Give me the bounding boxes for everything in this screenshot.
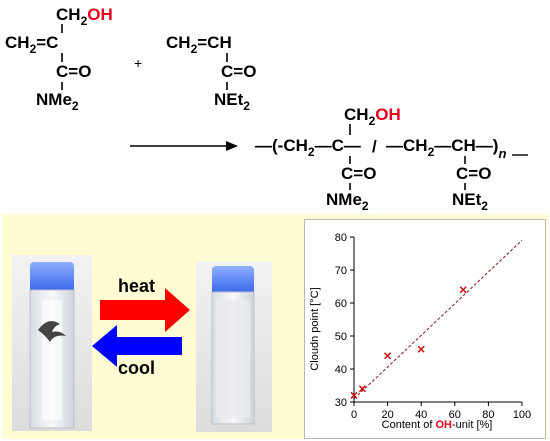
plus-sign: + — [134, 55, 142, 71]
logo-mark — [38, 321, 66, 342]
y-tick-label: 60 — [335, 298, 347, 310]
polymer-unit-b: —CH — [386, 136, 428, 155]
svg-text:CH2=CH: CH2=CH — [166, 33, 232, 56]
heat-label: heat — [118, 276, 155, 296]
cuvette-turbid-photo — [196, 262, 272, 432]
x-tick-label: 80 — [482, 409, 494, 421]
polymer-unit-a: CH — [283, 136, 308, 155]
svg-text:—(-CH2—C—: —(-CH2—C— — [255, 136, 361, 159]
chart-y-axis-label: Cloudn point [°C] — [309, 287, 321, 370]
x-tick-label: 100 — [513, 409, 531, 421]
cool-label: cool — [118, 358, 155, 378]
polymer-carbonyl-a: C=O — [341, 164, 376, 183]
monomer-b-amide: NEt — [214, 90, 244, 109]
copolymer-slash: / — [372, 137, 377, 156]
polymer-carbonyl-b: C=O — [456, 164, 491, 183]
svg-text:NEt2: NEt2 — [214, 90, 250, 113]
y-tick-label: 40 — [335, 364, 347, 376]
polymer-amide-b: NEt — [452, 190, 482, 209]
monomer-b-backbone: CH — [166, 33, 191, 52]
chart-trendline — [353, 239, 523, 400]
monomer-b: CH2=CH C=O NEt2 — [166, 33, 256, 113]
polymer-pendant: CH — [344, 105, 369, 124]
svg-text:—CH2—CH—)n: —CH2—CH—)n — [386, 136, 506, 161]
svg-text:CH2OH: CH2OH — [56, 5, 113, 28]
svg-text:NMe2: NMe2 — [326, 190, 369, 212]
x-tick-label: 40 — [415, 409, 427, 421]
x-tick-label: 20 — [381, 409, 393, 421]
chart-axes — [353, 237, 522, 403]
chart-trendline-group — [353, 239, 523, 400]
x-tick-label: 60 — [449, 409, 461, 421]
reaction-arrow — [130, 141, 238, 151]
polymer-hydroxyl: OH — [375, 105, 401, 124]
data-point — [384, 352, 392, 360]
y-tick-label: 30 — [335, 397, 347, 409]
polymer-amide-a: NMe — [326, 190, 362, 209]
data-point — [358, 385, 366, 393]
monomer-a-amide: NMe — [36, 90, 72, 109]
cuvette-cap — [212, 266, 254, 296]
x-tick-label: 0 — [351, 409, 357, 421]
monomer-a-pendant: CH — [56, 5, 81, 24]
y-tick-label: 50 — [335, 331, 347, 343]
cloud-point-chart: 30 40 50 60 70 80 0 20 40 60 80 100 Cloudn point [°… — [309, 232, 531, 431]
svg-text:CH2OH: CH2OH — [344, 105, 401, 128]
monomer-a-hydroxyl: OH — [87, 5, 113, 24]
cuvette-cap — [30, 262, 74, 294]
chart-marks — [350, 286, 467, 399]
data-point — [350, 391, 358, 399]
heat-arrow: heat — [100, 276, 190, 332]
repeat-n: n — [498, 146, 506, 161]
reaction-scheme: CH2OH CH2=C C=O NMe2 + CH2=CH C=O NEt2 C… — [5, 5, 528, 212]
cuvette-clear-photo — [12, 255, 92, 431]
monomer-a-backbone: CH — [5, 33, 30, 52]
monomer-b-carbonyl: C=O — [221, 62, 256, 81]
y-tick-label: 80 — [335, 232, 347, 244]
chart-ticks: 30 40 50 60 70 80 0 20 40 60 80 100 — [335, 232, 531, 421]
cool-arrow: cool — [92, 325, 182, 378]
monomer-a-carbonyl: C=O — [56, 62, 91, 81]
data-point — [417, 345, 425, 353]
svg-text:CH2=C: CH2=C — [5, 33, 58, 56]
data-point — [459, 286, 467, 294]
monomer-a: CH2OH CH2=C C=O NMe2 — [5, 5, 113, 113]
svg-text:NMe2: NMe2 — [36, 90, 79, 113]
svg-text:NEt2: NEt2 — [452, 190, 488, 212]
chart-x-axis-label: Content of OH-unit [%] — [382, 419, 493, 431]
y-tick-label: 70 — [335, 265, 347, 277]
polymer-product: CH2OH —(-CH2—C— / —CH2—CH—)n C=O NMe2 C=… — [255, 105, 528, 212]
